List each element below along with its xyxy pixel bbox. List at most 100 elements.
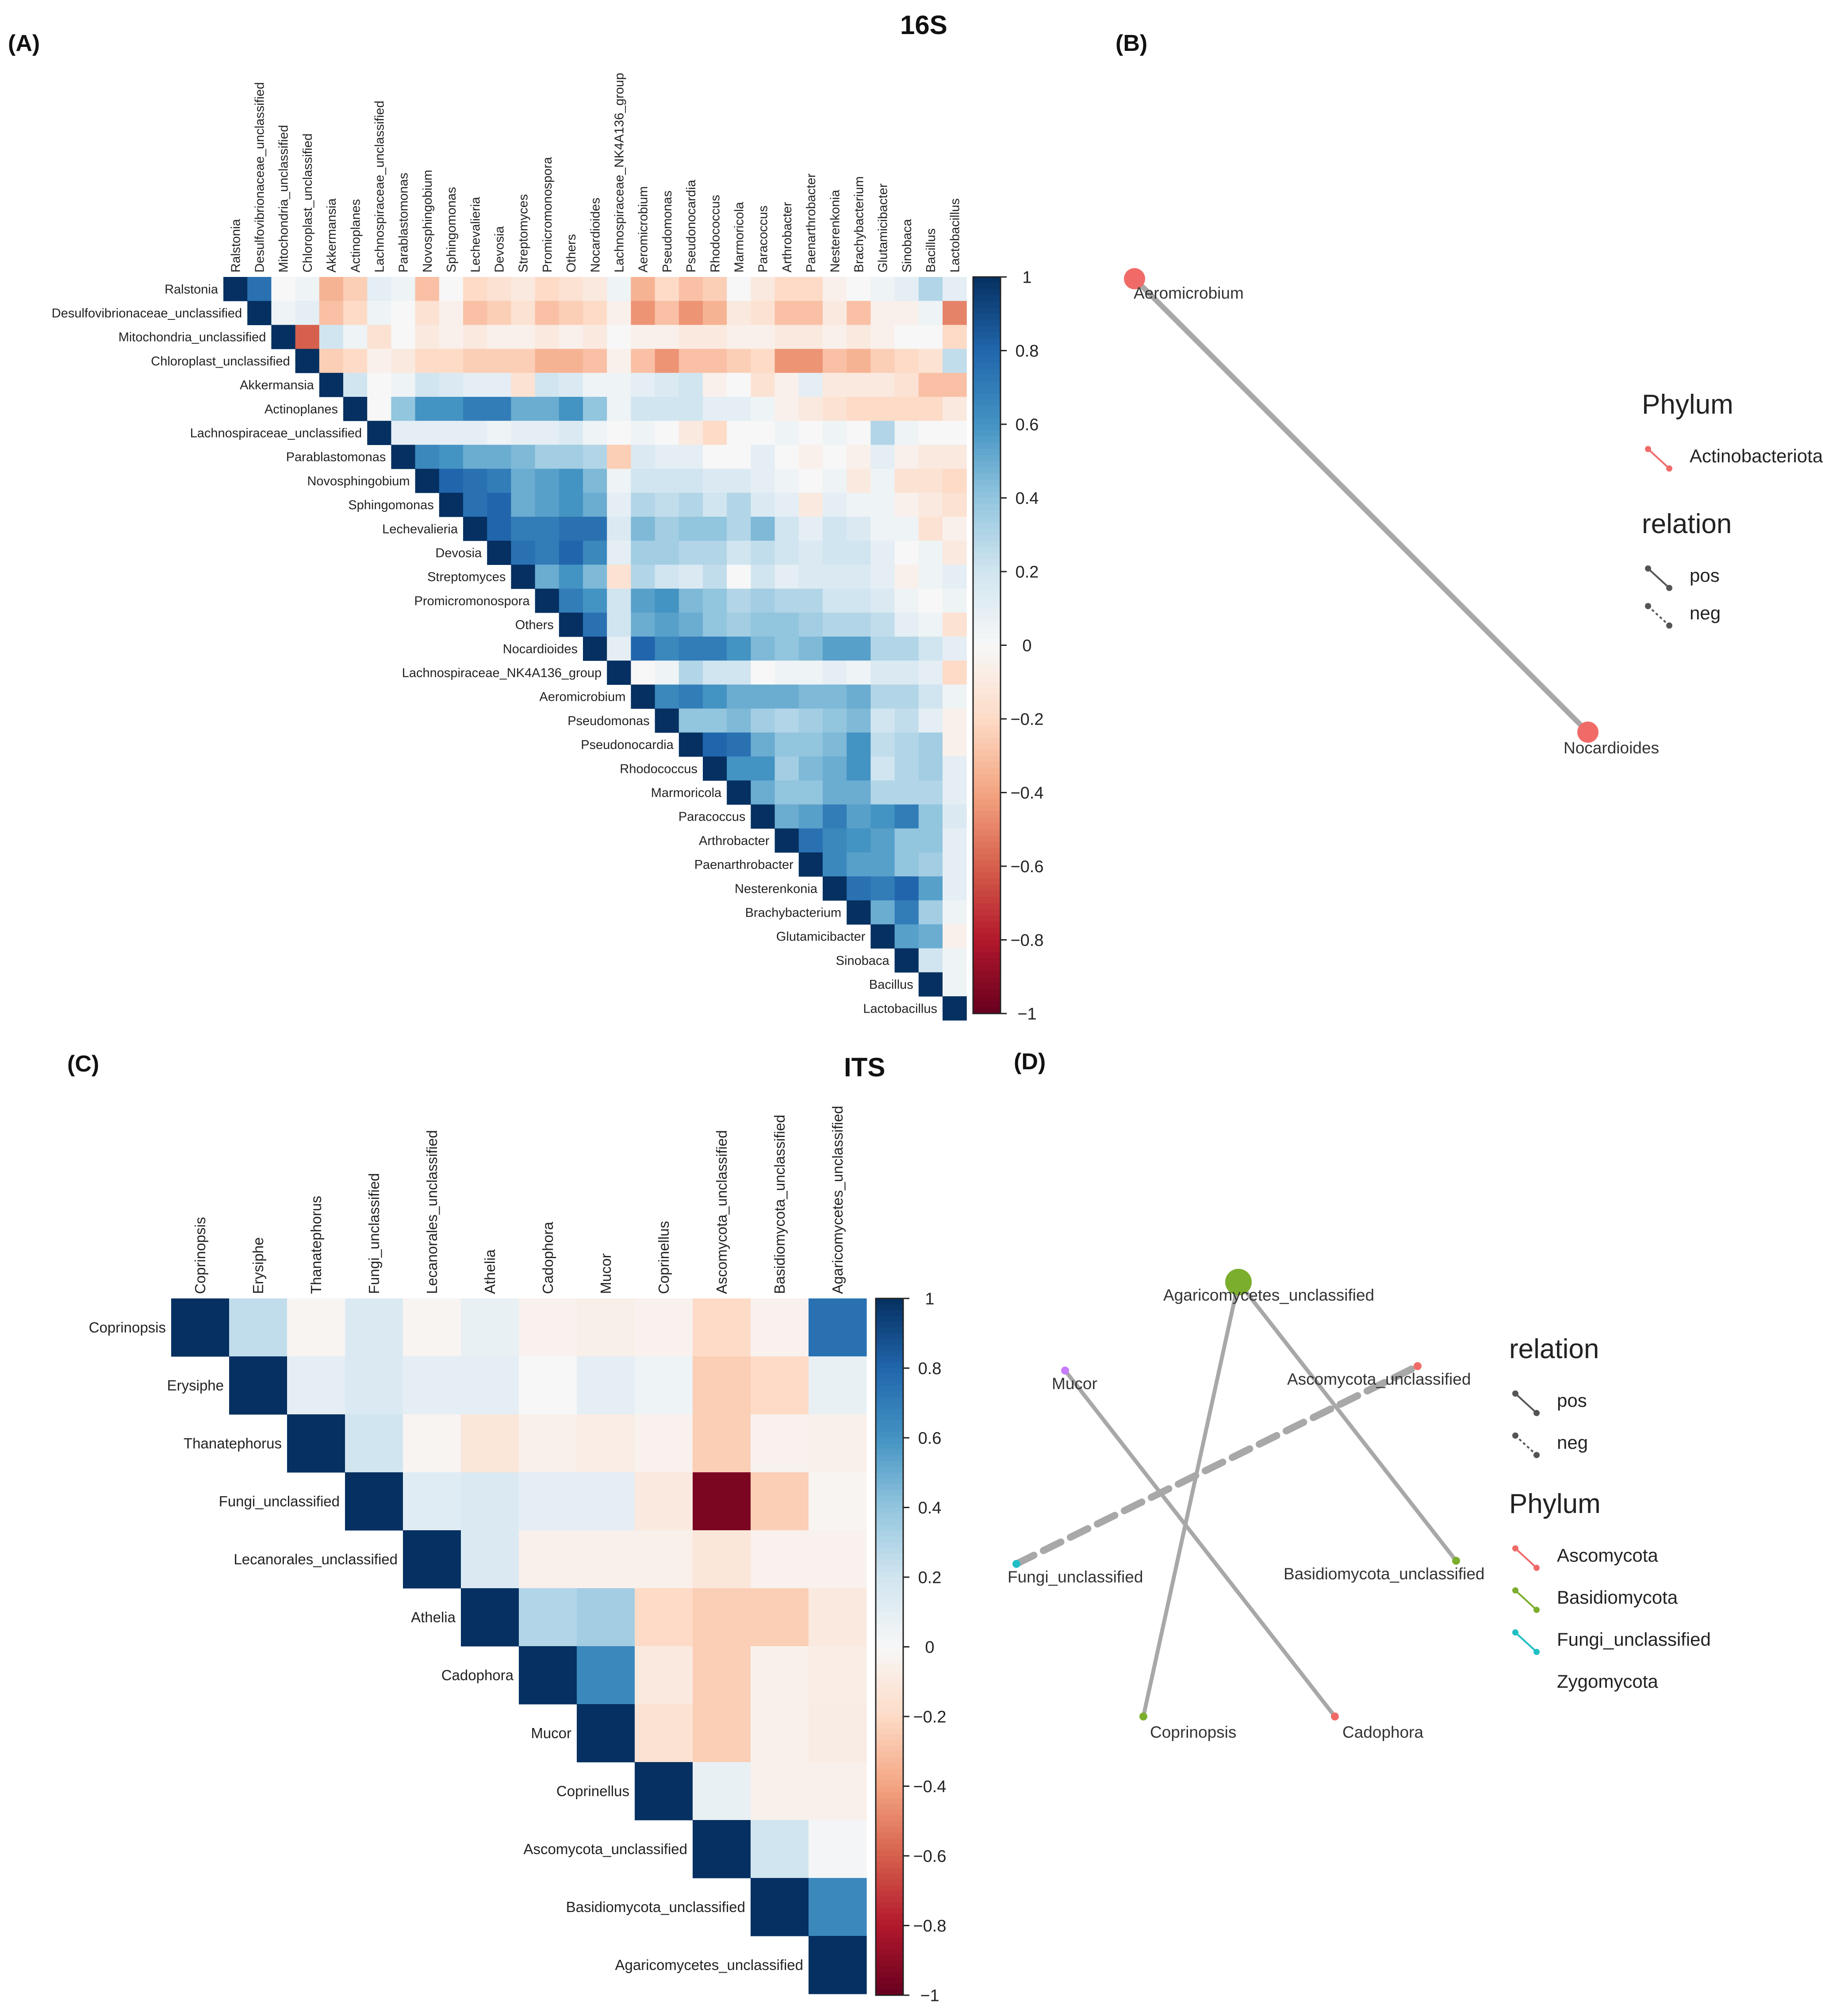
heatmap-cell bbox=[295, 301, 320, 325]
heatmap-cell bbox=[678, 372, 703, 397]
colorbar-segment bbox=[973, 307, 1000, 315]
colorbar-segment bbox=[876, 1972, 903, 1978]
colorbar-segment bbox=[973, 602, 1000, 609]
heatmap-cell bbox=[918, 541, 943, 565]
heatmap-cell bbox=[847, 756, 871, 781]
heatmap-cell bbox=[461, 1298, 519, 1357]
colorbar-segment bbox=[973, 461, 1000, 468]
heatmap-cell bbox=[823, 684, 847, 709]
heatmap-cell bbox=[943, 684, 967, 709]
heatmap-cell bbox=[943, 828, 967, 853]
heatmap-cell bbox=[391, 445, 416, 469]
colorbar-segment bbox=[876, 1693, 903, 1700]
heatmap-cell bbox=[655, 517, 679, 541]
heatmap-cell bbox=[798, 325, 823, 349]
heatmap-cell bbox=[559, 349, 583, 373]
heatmap-cell bbox=[943, 948, 967, 973]
heatmap-cell bbox=[774, 564, 799, 589]
heatmap-cell bbox=[823, 732, 847, 757]
heatmap-cell bbox=[607, 372, 631, 397]
colorbar-segment bbox=[876, 1321, 903, 1328]
heatmap-cell bbox=[703, 325, 727, 349]
heatmap-cell bbox=[607, 588, 631, 613]
heatmap-cell bbox=[367, 349, 391, 373]
heatmap-cell bbox=[487, 349, 511, 373]
colorbar-segment bbox=[876, 1542, 903, 1549]
heatmap-cell bbox=[607, 660, 631, 685]
colorbar-segment bbox=[973, 872, 1000, 879]
heatmap-cell bbox=[535, 301, 560, 325]
colorbar-segment bbox=[973, 749, 1000, 756]
heatmap-cell bbox=[403, 1356, 461, 1415]
heatmap-cell bbox=[345, 1414, 403, 1473]
colorbar-segment bbox=[973, 645, 1000, 652]
heatmap-cell bbox=[918, 612, 943, 637]
heatmap-cell bbox=[847, 517, 871, 541]
heatmap-cell bbox=[655, 397, 679, 421]
heatmap-cell bbox=[798, 612, 823, 637]
heatmap-cell bbox=[823, 492, 847, 517]
colorbar-segment bbox=[973, 976, 1000, 983]
heatmap-cell bbox=[655, 277, 679, 301]
colorbar-C: 1 0.8 0.6 0.4 0.2 0 −0.2 −0.4 −0.6 −0.8 −1 bbox=[875, 1290, 947, 2005]
heatmap-cell bbox=[870, 468, 895, 493]
heatmap-cell bbox=[870, 397, 895, 421]
heatmap-cell bbox=[607, 541, 631, 565]
legend-title: Phylum bbox=[1509, 1489, 1601, 1519]
heatmap-cell bbox=[403, 1472, 461, 1531]
row-label: Cadophora bbox=[441, 1667, 514, 1683]
heatmap-cell bbox=[415, 325, 440, 349]
colorbar-segment bbox=[973, 682, 1000, 689]
heatmap-cell bbox=[751, 1298, 809, 1357]
heatmap-cell bbox=[678, 445, 703, 469]
heatmap-cell bbox=[415, 421, 440, 445]
colorbar-segment bbox=[876, 1316, 903, 1322]
column-label: Lachnospiraceae_unclassified bbox=[372, 100, 387, 273]
colorbar-segment bbox=[876, 1896, 903, 1903]
column-label: Athelia bbox=[482, 1249, 498, 1294]
heatmap-cell bbox=[655, 468, 679, 493]
row-label: Lachnospiraceae_NK4A136_group bbox=[402, 666, 602, 680]
colorbar-segment bbox=[973, 927, 1000, 934]
heatmap-cell bbox=[751, 397, 775, 421]
colorbar-segment bbox=[876, 1606, 903, 1613]
colorbar-segment bbox=[973, 670, 1000, 676]
legend-title: relation bbox=[1509, 1334, 1599, 1364]
heatmap-cell bbox=[847, 684, 871, 709]
heatmap-cell bbox=[798, 301, 823, 325]
heatmap-cell bbox=[809, 1298, 867, 1357]
colorbar-segment bbox=[876, 1890, 903, 1897]
colorbar-segment bbox=[973, 970, 1000, 977]
colorbar-segment bbox=[876, 1862, 903, 1868]
colorbar-tick-label: 0 bbox=[1022, 637, 1031, 655]
row-label: Nocardioides bbox=[503, 642, 578, 656]
heatmap-cell bbox=[943, 349, 967, 373]
heatmap-cell bbox=[703, 660, 727, 685]
heatmap-cell bbox=[511, 468, 536, 493]
heatmap-cell bbox=[403, 1414, 461, 1473]
colorbar-segment bbox=[973, 940, 1000, 947]
heatmap-cell bbox=[847, 876, 871, 901]
network-D: Agaricomycetes_unclassified Mucor Ascomyco… bbox=[1008, 1269, 1485, 1741]
heatmap-cell bbox=[439, 421, 464, 445]
colorbar-tick-label: −1 bbox=[920, 1986, 939, 2005]
legend-key-line bbox=[1514, 1435, 1537, 1456]
heatmap-cell bbox=[463, 421, 487, 445]
heatmap-cell bbox=[345, 1472, 403, 1531]
node-label: Fungi_unclassified bbox=[1008, 1568, 1143, 1586]
colorbar-segment bbox=[973, 878, 1000, 885]
heatmap-cell bbox=[894, 588, 919, 613]
heatmap-cell bbox=[583, 397, 607, 421]
row-label: Aeromicrobium bbox=[539, 690, 625, 704]
heatmap-cell bbox=[943, 372, 967, 397]
heatmap-cell bbox=[631, 492, 656, 517]
heatmap-cell bbox=[918, 325, 943, 349]
heatmap-cell bbox=[727, 372, 751, 397]
heatmap-cell bbox=[287, 1298, 345, 1357]
node-label: Aeromicrobium bbox=[1134, 284, 1244, 302]
heatmap-cell bbox=[559, 421, 583, 445]
colorbar-segment bbox=[876, 1960, 903, 1967]
colorbar-segment bbox=[876, 1559, 903, 1566]
heatmap-cell bbox=[918, 972, 943, 997]
legend-key-dot bbox=[1533, 1649, 1540, 1655]
